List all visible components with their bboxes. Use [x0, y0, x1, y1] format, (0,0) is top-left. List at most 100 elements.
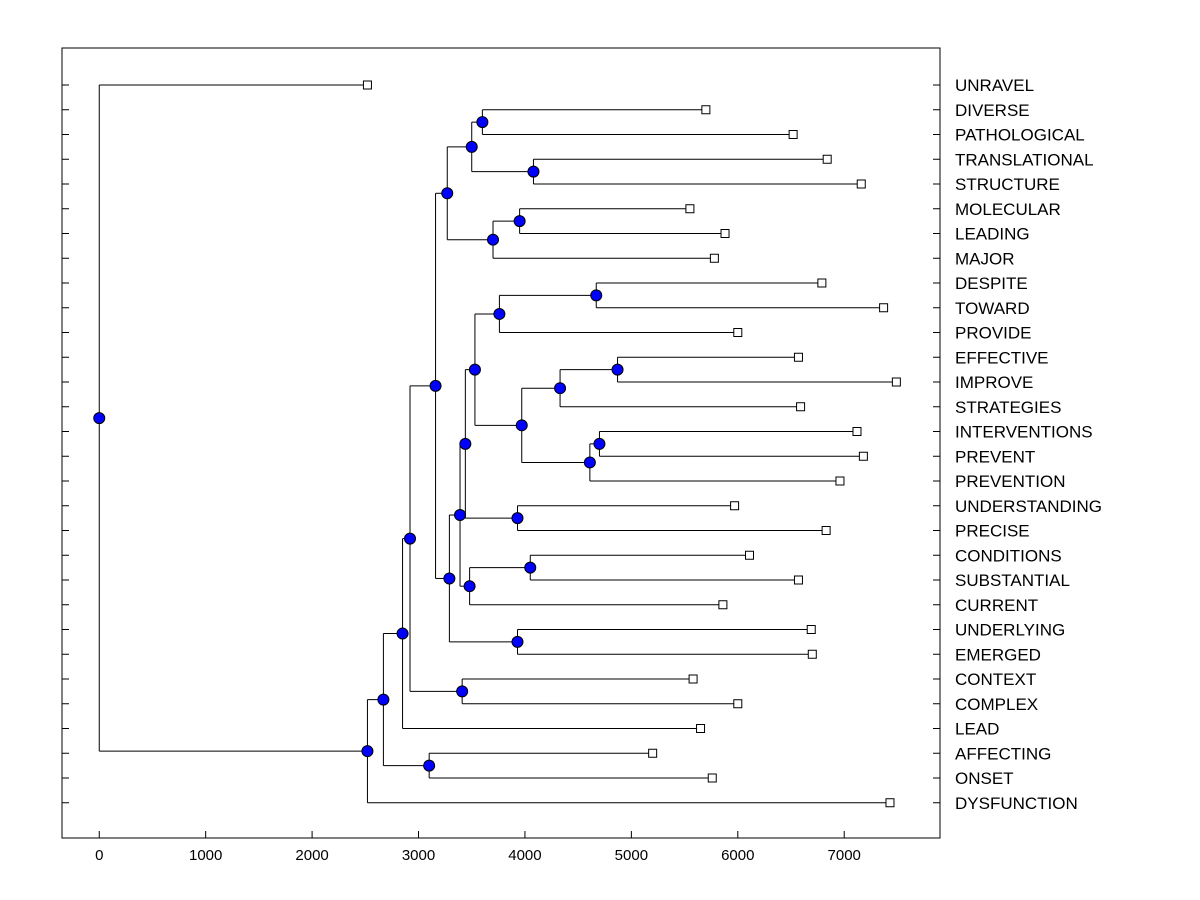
merge-node-marker — [441, 187, 454, 200]
leaf-label: PROVIDE — [955, 324, 1032, 343]
leaf-label: TOWARD — [955, 299, 1030, 318]
leaf-label: EFFECTIVE — [955, 348, 1049, 367]
leaf-label: LEADING — [955, 225, 1030, 244]
leaf-marker — [733, 699, 743, 709]
x-tick-label: 2000 — [295, 847, 328, 864]
leaf-label: MAJOR — [955, 249, 1015, 268]
leaf-marker — [696, 724, 706, 733]
merge-node-marker — [459, 437, 472, 450]
merge-node-marker — [487, 233, 500, 246]
merge-node-marker — [511, 635, 524, 648]
leaf-label: PREVENTION — [955, 472, 1066, 491]
leaf-marker — [817, 278, 827, 288]
x-tick-label: 3000 — [402, 847, 435, 864]
leaf-markers — [362, 80, 901, 808]
plot-frame — [61, 47, 941, 839]
leaf-marker — [701, 105, 711, 115]
leaf-marker — [733, 328, 743, 337]
leaf-label: UNRAVEL — [955, 76, 1034, 95]
leaf-marker — [821, 526, 831, 535]
merge-node-marker — [423, 759, 436, 772]
leaf-marker — [879, 303, 889, 313]
y-axis-ticks — [62, 84, 940, 804]
merge-node-marker — [515, 419, 528, 432]
merge-node-marker — [429, 379, 442, 392]
leaf-marker — [807, 649, 817, 659]
leaf-marker — [718, 600, 728, 610]
leaf-label: EMERGED — [955, 645, 1041, 664]
x-tick-label: 5000 — [615, 847, 648, 864]
leaf-label: STRUCTURE — [955, 175, 1060, 194]
leaf-marker — [730, 501, 740, 511]
x-tick-label: 1000 — [189, 847, 222, 864]
leaf-label: PATHOLOGICAL — [955, 126, 1085, 145]
merge-node-marker — [361, 745, 374, 758]
merge-node-marker — [377, 693, 390, 706]
leaf-label: STRATEGIES — [955, 398, 1061, 417]
leaf-labels: UNRAVEL DIVERSE PATHOLOGICAL TRANSLATIONAL S… — [955, 76, 1102, 813]
leaf-marker — [720, 229, 730, 238]
leaf-label: DYSFUNCTION — [955, 794, 1078, 813]
leaf-marker — [858, 451, 868, 461]
leaf-marker — [852, 427, 862, 436]
leaf-marker — [688, 674, 698, 684]
merge-node-marker — [404, 532, 417, 545]
leaf-label: PREVENT — [955, 447, 1035, 466]
leaf-marker — [745, 550, 755, 560]
merge-node-marker — [465, 140, 478, 153]
leaf-marker — [648, 748, 658, 758]
merge-node-marker — [454, 509, 467, 522]
x-tick-label: 7000 — [828, 847, 861, 864]
leaf-marker — [885, 798, 895, 808]
leaf-label: TRANSLATIONAL — [955, 150, 1094, 169]
x-tick-label: 0 — [95, 847, 103, 864]
merge-node-marker — [493, 307, 506, 320]
leaf-marker — [891, 377, 901, 387]
leaf-marker — [856, 179, 866, 189]
merge-node-marker — [513, 215, 526, 228]
leaf-label: MOLECULAR — [955, 200, 1061, 219]
leaf-marker — [793, 352, 803, 362]
merge-node-marker — [611, 363, 624, 376]
leaf-label: PRECISE — [955, 522, 1030, 541]
leaf-marker — [709, 253, 719, 263]
merge-node-marker — [527, 165, 540, 178]
merge-node-marker — [583, 456, 596, 469]
leaf-label: LEAD — [955, 720, 999, 739]
merge-node-marker — [511, 512, 524, 525]
leaf-label: UNDERLYING — [955, 621, 1065, 640]
merge-node-marker — [554, 382, 567, 395]
leaf-label: DIVERSE — [955, 101, 1030, 120]
leaf-marker — [362, 80, 372, 90]
leaf-label: AFFECTING — [955, 744, 1051, 763]
leaf-marker — [835, 476, 845, 486]
merge-node-marker — [443, 572, 456, 585]
leaf-marker — [806, 625, 816, 634]
leaf-label: DESPITE — [955, 274, 1028, 293]
x-tick-label: 6000 — [721, 847, 754, 864]
merge-node-markers — [93, 116, 624, 772]
leaf-label: SUBSTANTIAL — [955, 571, 1070, 590]
merge-node-marker — [593, 437, 606, 450]
merge-node-marker — [463, 580, 476, 593]
dendrogram-links — [98, 84, 897, 804]
leaf-label: INTERVENTIONS — [955, 423, 1093, 442]
leaf-label: COMPLEX — [955, 695, 1038, 714]
merge-node-marker — [396, 627, 409, 640]
x-tick-label: 4000 — [508, 847, 541, 864]
merge-node-marker — [476, 116, 489, 129]
merge-node-marker — [524, 561, 537, 574]
merge-node-marker — [590, 289, 603, 302]
merge-node-marker — [93, 412, 106, 425]
leaf-label: IMPROVE — [955, 373, 1033, 392]
leaf-label: ONSET — [955, 769, 1014, 788]
leaf-label: CURRENT — [955, 596, 1038, 615]
leaf-marker — [793, 575, 803, 585]
leaf-marker — [822, 154, 832, 164]
leaf-marker — [685, 204, 695, 214]
leaf-marker — [707, 773, 717, 783]
merge-node-marker — [468, 363, 481, 376]
leaf-label: CONDITIONS — [955, 546, 1062, 565]
leaf-label: UNDERSTANDING — [955, 497, 1102, 516]
